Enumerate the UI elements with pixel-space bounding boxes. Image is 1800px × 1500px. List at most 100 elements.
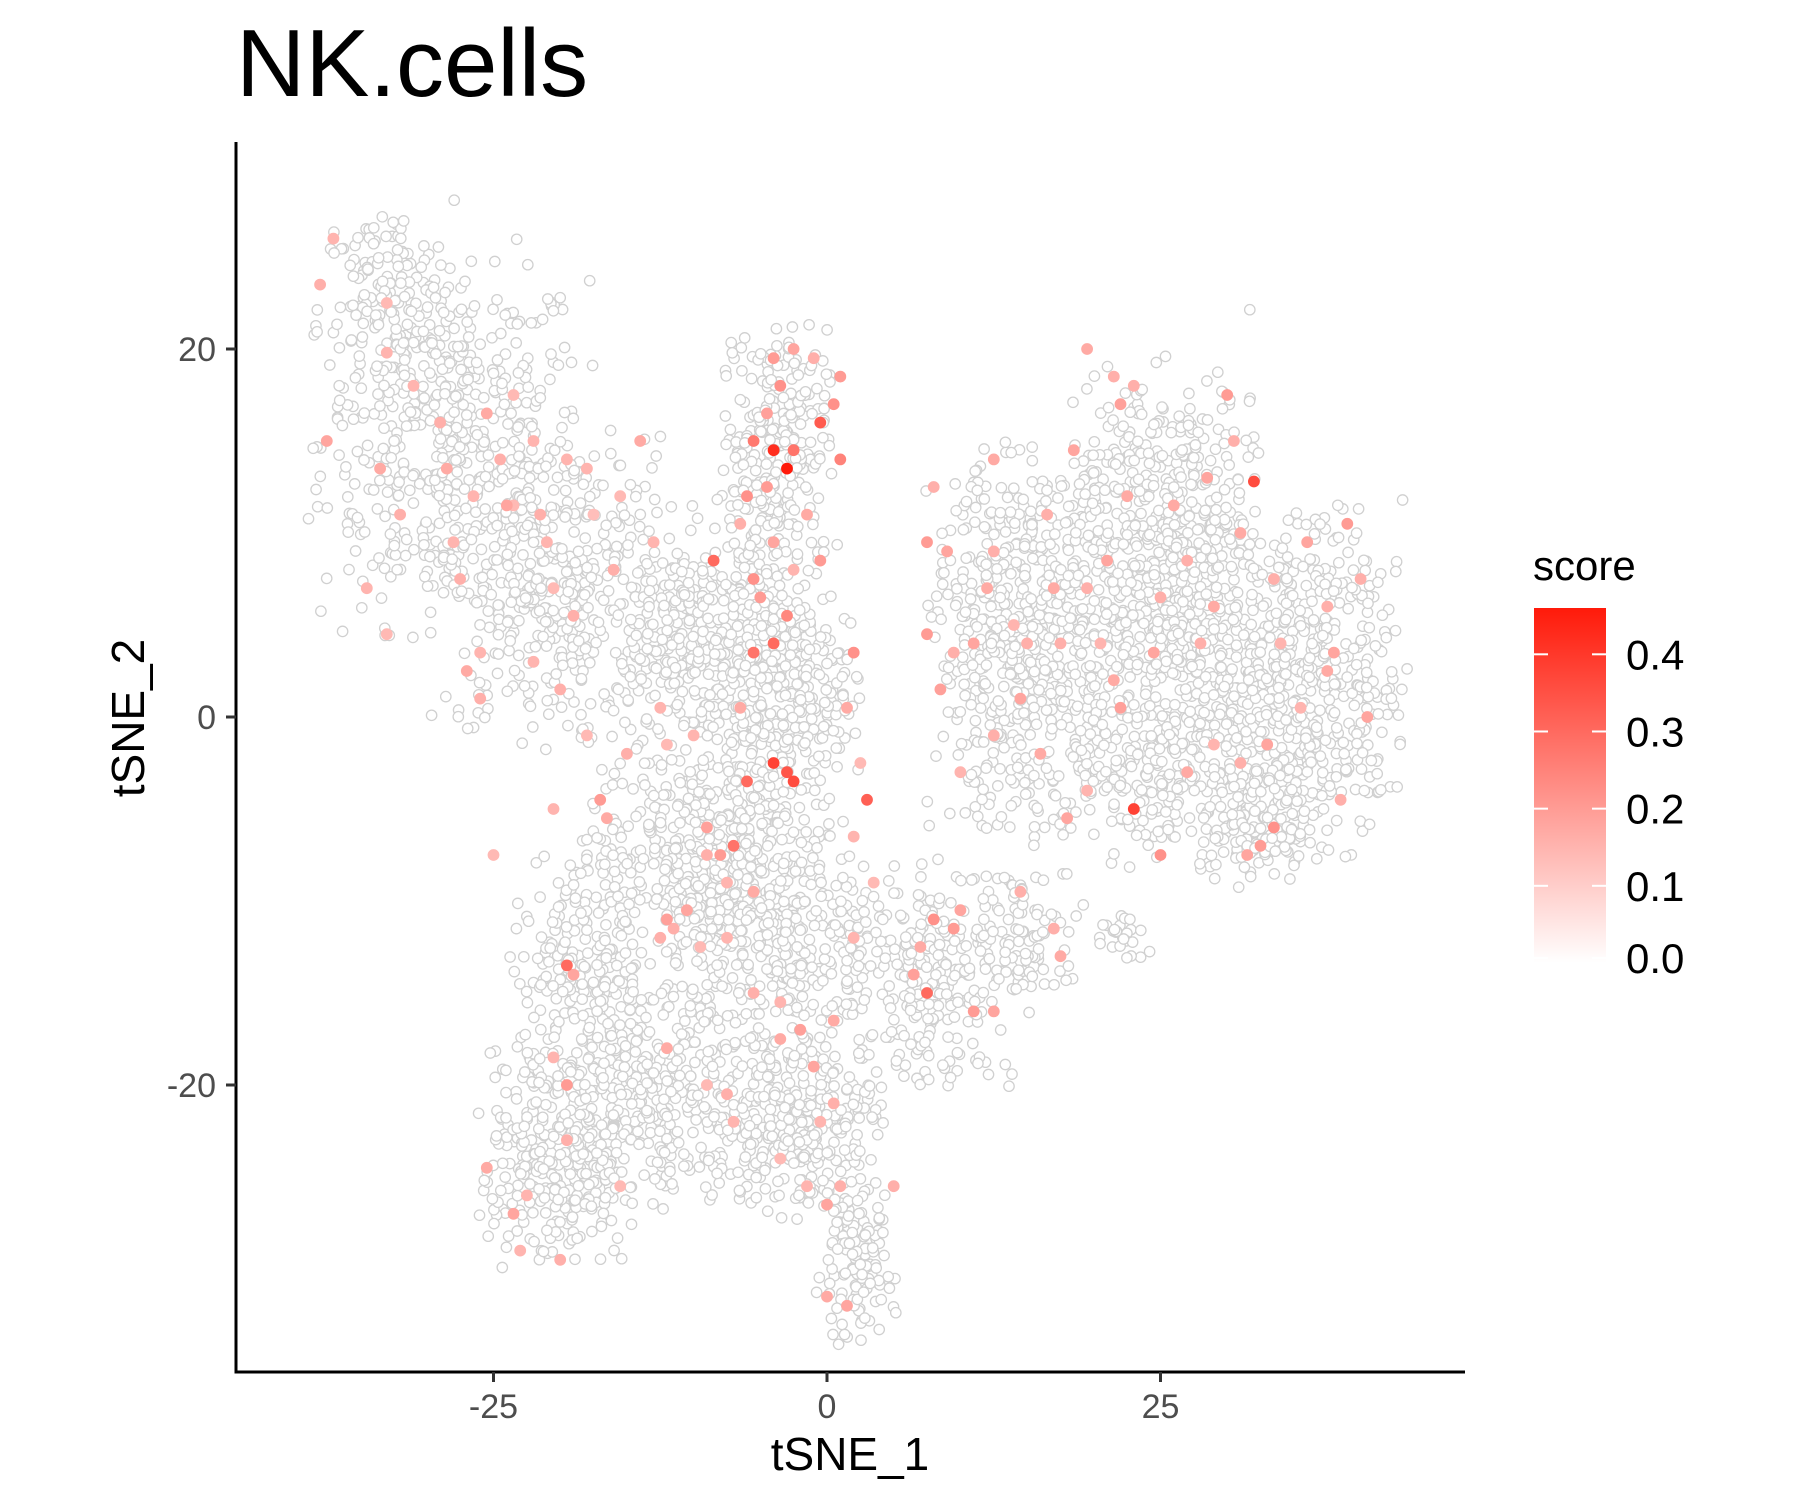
background-point [684, 524, 697, 537]
background-point [528, 1011, 540, 1024]
background-point [865, 1153, 877, 1166]
background-point [614, 459, 627, 472]
background-point [614, 1019, 626, 1031]
background-point [852, 1047, 865, 1060]
background-point [702, 612, 714, 625]
background-point [1026, 552, 1039, 565]
background-point [417, 380, 429, 393]
background-point [923, 998, 935, 1010]
background-point [793, 1189, 805, 1202]
background-point [808, 919, 821, 932]
background-point [984, 719, 997, 731]
background-point [399, 549, 412, 562]
background-point [835, 895, 847, 908]
background-point [853, 1207, 865, 1220]
background-point [669, 661, 682, 674]
background-point [450, 421, 463, 434]
background-point [571, 1232, 584, 1245]
background-point [800, 670, 812, 683]
background-point [696, 769, 709, 782]
background-point [569, 600, 581, 613]
background-point [426, 337, 438, 349]
background-point [773, 579, 786, 592]
background-point [1019, 788, 1032, 801]
background-point [586, 1225, 598, 1238]
background-point [777, 857, 790, 870]
background-point [671, 800, 684, 812]
background-point [689, 855, 702, 868]
background-point [496, 377, 508, 390]
background-point [883, 980, 896, 992]
background-point [980, 822, 993, 834]
background-point [915, 871, 927, 883]
background-point [806, 407, 818, 420]
background-point [776, 708, 789, 720]
background-point [567, 879, 580, 891]
background-point [586, 1041, 598, 1054]
background-point [771, 680, 783, 693]
background-point [547, 604, 560, 617]
background-point [501, 616, 514, 628]
background-point [725, 736, 738, 749]
background-point [432, 241, 445, 253]
background-point [821, 1146, 834, 1159]
background-point [413, 477, 426, 490]
background-point [772, 505, 785, 518]
background-point [403, 484, 416, 497]
background-point [566, 1211, 579, 1223]
background-point [513, 450, 525, 463]
background-point [511, 562, 524, 575]
background-point [569, 556, 582, 569]
background-point [407, 469, 419, 482]
background-point [771, 339, 783, 352]
background-point [739, 659, 752, 672]
background-point [340, 461, 352, 473]
background-point [638, 757, 651, 770]
background-point [772, 817, 784, 830]
background-point [631, 567, 644, 579]
background-point [668, 677, 681, 690]
background-point [643, 600, 655, 613]
background-point [712, 913, 725, 926]
background-point [1036, 926, 1049, 938]
background-point [610, 540, 623, 553]
background-point [500, 1111, 512, 1124]
background-point [542, 708, 555, 721]
background-point [629, 490, 642, 503]
background-point [831, 1302, 843, 1315]
background-point [459, 275, 471, 288]
background-point [578, 960, 591, 973]
background-point [606, 730, 618, 743]
background-point [684, 838, 697, 851]
background-point [704, 940, 717, 953]
background-point [829, 919, 842, 931]
background-point [433, 324, 446, 337]
background-point [458, 483, 471, 495]
background-point [815, 890, 828, 903]
background-point [470, 356, 483, 369]
background-point [433, 517, 446, 530]
background-point [674, 776, 687, 789]
background-point [551, 471, 564, 484]
background-point [507, 512, 520, 524]
background-point [835, 905, 847, 918]
background-point [837, 871, 849, 884]
background-point [471, 635, 483, 648]
background-point [882, 875, 895, 887]
background-point [534, 891, 546, 903]
background-point [559, 936, 571, 949]
background-point [735, 341, 748, 354]
background-point [697, 625, 709, 638]
background-point [692, 880, 705, 892]
background-point [661, 1110, 674, 1123]
background-point [756, 1061, 768, 1073]
background-point [483, 480, 495, 493]
background-point [1003, 1080, 1015, 1093]
background-point [711, 733, 724, 746]
background-point [942, 661, 955, 674]
background-point [730, 571, 743, 583]
background-point [546, 916, 559, 928]
background-point [672, 867, 685, 880]
background-point [523, 472, 536, 484]
background-point [732, 987, 745, 999]
